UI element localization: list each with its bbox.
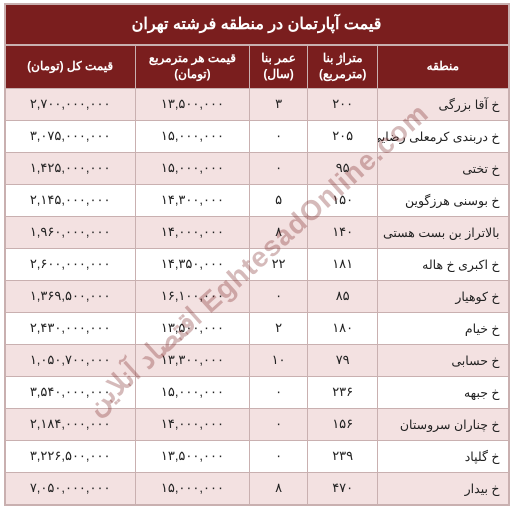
cell-age: ۵: [250, 185, 308, 217]
cell-area: ۸۵: [308, 281, 378, 313]
header-row: منطقه متراژ بنا (مترمربع) عمر بنا (سال) …: [5, 46, 508, 89]
cell-region: خ آقا بزرگی: [378, 89, 508, 121]
cell-ppm: ۱۴,۳۰۰,۰۰۰: [135, 185, 249, 217]
cell-ppm: ۱۵,۰۰۰,۰۰۰: [135, 153, 249, 185]
cell-total: ۷,۰۵۰,۰۰۰,۰۰۰: [5, 473, 135, 505]
cell-ppm: ۱۵,۰۰۰,۰۰۰: [135, 121, 249, 153]
cell-region: خ تختی: [378, 153, 508, 185]
cell-area: ۲۳۶: [308, 377, 378, 409]
cell-region: خ دربندی کرمعلی رضایی: [378, 121, 508, 153]
cell-total: ۲,۱۴۵,۰۰۰,۰۰۰: [5, 185, 135, 217]
table-title: قیمت آپارتمان در منطقه فرشته تهران: [5, 4, 509, 45]
cell-area: ۹۵: [308, 153, 378, 185]
cell-region: خ خیام: [378, 313, 508, 345]
cell-age: ۳: [250, 89, 308, 121]
cell-total: ۲,۶۰۰,۰۰۰,۰۰۰: [5, 249, 135, 281]
table-body: خ آقا بزرگی۲۰۰۳۱۳,۵۰۰,۰۰۰۲,۷۰۰,۰۰۰,۰۰۰ خ…: [5, 89, 508, 505]
cell-total: ۳,۲۲۶,۵۰۰,۰۰۰: [5, 441, 135, 473]
cell-area: ۲۳۹: [308, 441, 378, 473]
cell-ppm: ۱۳,۵۰۰,۰۰۰: [135, 89, 249, 121]
col-header-age: عمر بنا (سال): [250, 46, 308, 89]
cell-total: ۱,۰۵۰,۷۰۰,۰۰۰: [5, 345, 135, 377]
cell-age: ۰: [250, 441, 308, 473]
table-row: خ بوسنی هرزگوین۱۵۰۵۱۴,۳۰۰,۰۰۰۲,۱۴۵,۰۰۰,۰…: [5, 185, 508, 217]
cell-age: ۰: [250, 121, 308, 153]
table-row: خ گلپاد۲۳۹۰۱۳,۵۰۰,۰۰۰۳,۲۲۶,۵۰۰,۰۰۰: [5, 441, 508, 473]
cell-total: ۲,۷۰۰,۰۰۰,۰۰۰: [5, 89, 135, 121]
cell-area: ۱۴۰: [308, 217, 378, 249]
table-row: خ آقا بزرگی۲۰۰۳۱۳,۵۰۰,۰۰۰۲,۷۰۰,۰۰۰,۰۰۰: [5, 89, 508, 121]
cell-region: خ اکبری خ هاله: [378, 249, 508, 281]
table-row: خ بیدار۴۷۰۸۱۵,۰۰۰,۰۰۰۷,۰۵۰,۰۰۰,۰۰۰: [5, 473, 508, 505]
cell-total: ۲,۱۸۴,۰۰۰,۰۰۰: [5, 409, 135, 441]
cell-age: ۲: [250, 313, 308, 345]
cell-age: ۸: [250, 473, 308, 505]
cell-ppm: ۱۳,۳۰۰,۰۰۰: [135, 345, 249, 377]
cell-total: ۳,۵۴۰,۰۰۰,۰۰۰: [5, 377, 135, 409]
col-header-area: متراژ بنا (مترمربع): [308, 46, 378, 89]
cell-ppm: ۱۳,۵۰۰,۰۰۰: [135, 313, 249, 345]
cell-ppm: ۱۵,۰۰۰,۰۰۰: [135, 377, 249, 409]
cell-ppm: ۱۴,۰۰۰,۰۰۰: [135, 217, 249, 249]
cell-area: ۲۰۵: [308, 121, 378, 153]
table-row: خ کوهیار۸۵۰۱۶,۱۰۰,۰۰۰۱,۳۶۹,۵۰۰,۰۰۰: [5, 281, 508, 313]
price-table: منطقه متراژ بنا (مترمربع) عمر بنا (سال) …: [5, 45, 509, 505]
cell-region: خ حسابی: [378, 345, 508, 377]
cell-area: ۱۸۰: [308, 313, 378, 345]
table-row: خ حسابی۷۹۱۰۱۳,۳۰۰,۰۰۰۱,۰۵۰,۷۰۰,۰۰۰: [5, 345, 508, 377]
cell-age: ۸: [250, 217, 308, 249]
cell-area: ۲۰۰: [308, 89, 378, 121]
cell-age: ۲۲: [250, 249, 308, 281]
col-header-ppm: قیمت هر مترمربع (تومان): [135, 46, 249, 89]
cell-ppm: ۱۵,۰۰۰,۰۰۰: [135, 473, 249, 505]
cell-age: ۰: [250, 281, 308, 313]
cell-age: ۰: [250, 409, 308, 441]
cell-area: ۱۸۱: [308, 249, 378, 281]
cell-ppm: ۱۳,۵۰۰,۰۰۰: [135, 441, 249, 473]
cell-region: خ بیدار: [378, 473, 508, 505]
col-header-region: منطقه: [378, 46, 508, 89]
cell-ppm: ۱۶,۱۰۰,۰۰۰: [135, 281, 249, 313]
cell-age: ۱۰: [250, 345, 308, 377]
table-row: خ اکبری خ هاله۱۸۱۲۲۱۴,۳۵۰,۰۰۰۲,۶۰۰,۰۰۰,۰…: [5, 249, 508, 281]
cell-region: خ بوسنی هرزگوین: [378, 185, 508, 217]
cell-area: ۷۹: [308, 345, 378, 377]
cell-area: ۴۷۰: [308, 473, 378, 505]
cell-ppm: ۱۴,۳۵۰,۰۰۰: [135, 249, 249, 281]
table-row: خ چناران سروستان۱۵۶۰۱۴,۰۰۰,۰۰۰۲,۱۸۴,۰۰۰,…: [5, 409, 508, 441]
cell-total: ۱,۹۶۰,۰۰۰,۰۰۰: [5, 217, 135, 249]
cell-total: ۲,۴۳۰,۰۰۰,۰۰۰: [5, 313, 135, 345]
cell-area: ۱۵۶: [308, 409, 378, 441]
cell-region: خ جبهه: [378, 377, 508, 409]
cell-area: ۱۵۰: [308, 185, 378, 217]
cell-region: بالاتراز بن بست هستی: [378, 217, 508, 249]
table-row: خ خیام۱۸۰۲۱۳,۵۰۰,۰۰۰۲,۴۳۰,۰۰۰,۰۰۰: [5, 313, 508, 345]
cell-total: ۱,۴۲۵,۰۰۰,۰۰۰: [5, 153, 135, 185]
cell-ppm: ۱۴,۰۰۰,۰۰۰: [135, 409, 249, 441]
cell-age: ۰: [250, 153, 308, 185]
cell-total: ۳,۰۷۵,۰۰۰,۰۰۰: [5, 121, 135, 153]
table-row: خ تختی۹۵۰۱۵,۰۰۰,۰۰۰۱,۴۲۵,۰۰۰,۰۰۰: [5, 153, 508, 185]
cell-region: خ چناران سروستان: [378, 409, 508, 441]
table-row: خ دربندی کرمعلی رضایی۲۰۵۰۱۵,۰۰۰,۰۰۰۳,۰۷۵…: [5, 121, 508, 153]
table-row: خ جبهه۲۳۶۰۱۵,۰۰۰,۰۰۰۳,۵۴۰,۰۰۰,۰۰۰: [5, 377, 508, 409]
col-header-total: قیمت کل (تومان): [5, 46, 135, 89]
table-row: بالاتراز بن بست هستی۱۴۰۸۱۴,۰۰۰,۰۰۰۱,۹۶۰,…: [5, 217, 508, 249]
cell-region: خ کوهیار: [378, 281, 508, 313]
cell-region: خ گلپاد: [378, 441, 508, 473]
cell-total: ۱,۳۶۹,۵۰۰,۰۰۰: [5, 281, 135, 313]
price-table-container: قیمت آپارتمان در منطقه فرشته تهران منطقه…: [4, 3, 510, 506]
cell-age: ۰: [250, 377, 308, 409]
